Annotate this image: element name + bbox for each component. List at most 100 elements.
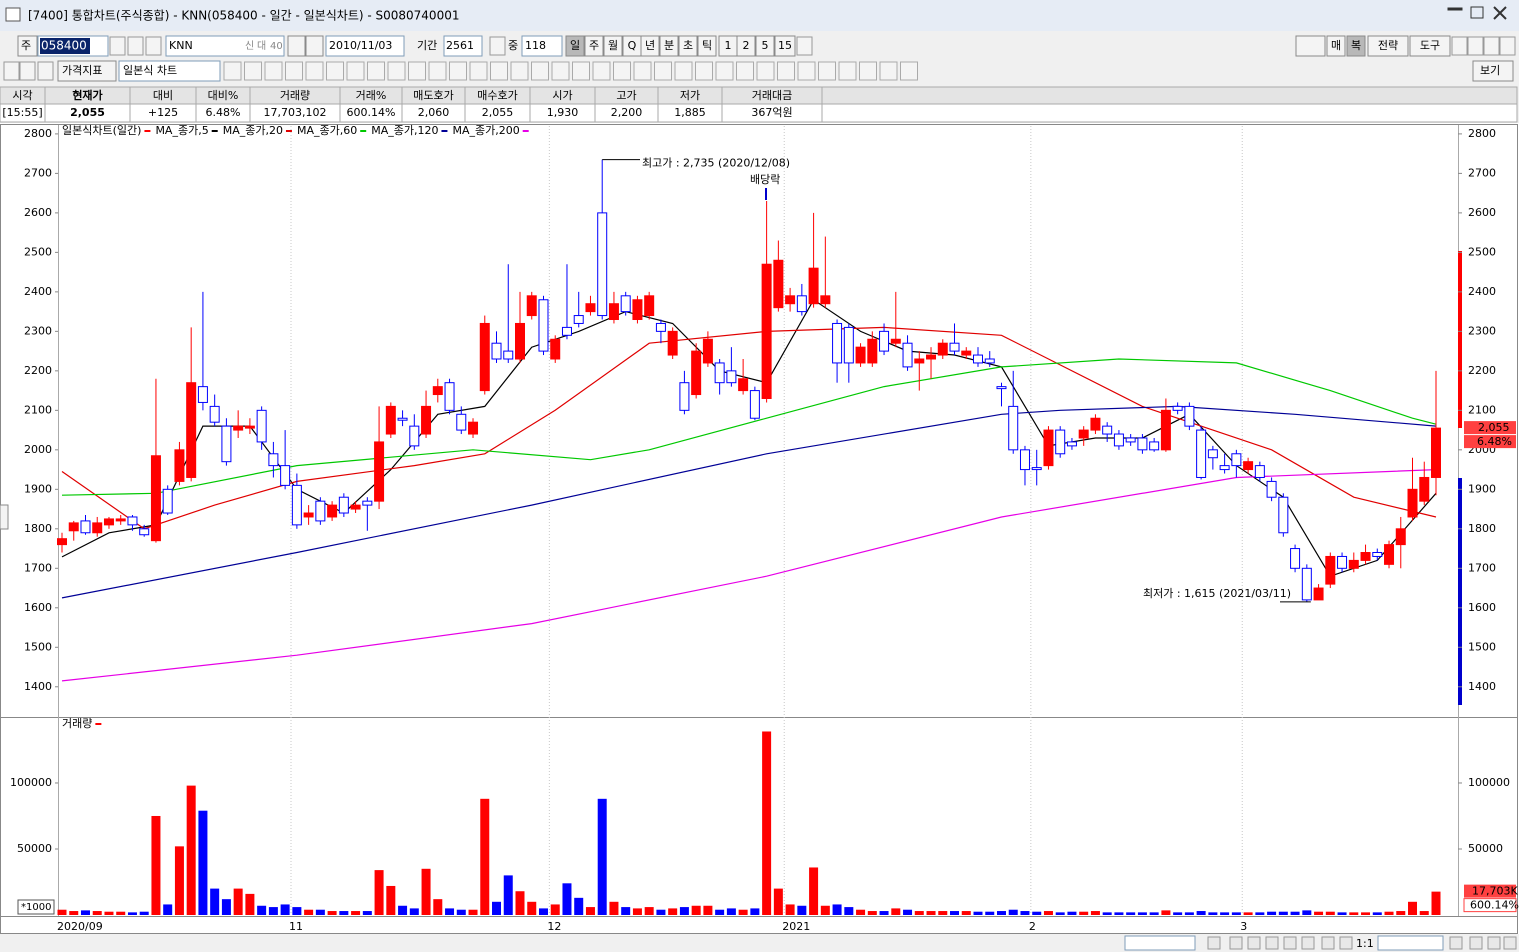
icon-button[interactable]: [695, 61, 713, 81]
icon-button[interactable]: [1483, 36, 1500, 56]
icon-button[interactable]: [346, 61, 365, 81]
quote-value: 2,055: [70, 106, 105, 119]
scroll-icon[interactable]: [1339, 936, 1353, 950]
icon-button[interactable]: [1451, 36, 1468, 56]
period-button[interactable]: [736, 35, 756, 57]
period-button[interactable]: [584, 35, 604, 57]
volume-bar: [374, 870, 384, 915]
icon-button[interactable]: [674, 61, 693, 81]
scroll-icon[interactable]: [1503, 936, 1517, 950]
icon-button[interactable]: [264, 61, 283, 81]
icon-button[interactable]: [654, 61, 672, 81]
candle-body: [432, 386, 443, 396]
icon-button[interactable]: [305, 61, 324, 81]
icon-button[interactable]: [490, 61, 508, 81]
icon-button[interactable]: [387, 61, 406, 81]
period-label: 기간: [417, 39, 437, 52]
tool-button[interactable]: [1346, 35, 1366, 57]
scroll-icon[interactable]: [1207, 936, 1221, 950]
icon-button[interactable]: [879, 61, 898, 81]
icon-button[interactable]: [37, 61, 54, 81]
icon-button[interactable]: [900, 61, 918, 81]
icon-button[interactable]: [145, 36, 162, 56]
icon-button[interactable]: [449, 61, 467, 81]
icon-button[interactable]: [859, 61, 877, 81]
market-button[interactable]: [17, 35, 38, 57]
period-button[interactable]: [697, 35, 717, 57]
icon-button[interactable]: [408, 61, 426, 81]
icon-button[interactable]: [756, 61, 775, 81]
icon-button[interactable]: [633, 61, 652, 81]
scroll-icon[interactable]: [1469, 936, 1483, 950]
icon-button[interactable]: [3, 61, 20, 81]
icon-button[interactable]: [326, 61, 344, 81]
unit-label: *1000: [21, 902, 51, 913]
icon-button[interactable]: [127, 36, 144, 56]
next-button[interactable]: [287, 35, 306, 57]
icon-button[interactable]: [223, 61, 242, 81]
volume-bar: [820, 905, 830, 915]
icon-button[interactable]: [715, 61, 734, 81]
side-toggle[interactable]: [0, 504, 9, 530]
date-input[interactable]: [325, 35, 405, 57]
volume-bar: [738, 909, 748, 915]
period-label: 일: [570, 38, 580, 52]
window-controls[interactable]: [1447, 6, 1507, 20]
zoom-slider[interactable]: [1377, 935, 1444, 951]
icon-button[interactable]: [469, 61, 488, 81]
scroll-icon[interactable]: [1321, 936, 1335, 950]
icon-button[interactable]: [19, 61, 36, 81]
icon-button[interactable]: [592, 61, 611, 81]
icon-button[interactable]: [613, 61, 631, 81]
icon-button[interactable]: [510, 61, 529, 81]
tool-button[interactable]: [1367, 35, 1409, 57]
period-button[interactable]: [678, 35, 698, 57]
icon-button[interactable]: [736, 61, 754, 81]
scroll-icon[interactable]: [1301, 936, 1315, 950]
icon-button[interactable]: [796, 36, 813, 56]
volume-bar: [715, 909, 725, 915]
scroll-icon[interactable]: [1265, 936, 1279, 950]
icon-button[interactable]: [531, 61, 549, 81]
tool-button[interactable]: [1409, 35, 1451, 57]
icon-button[interactable]: [838, 61, 857, 81]
name-input[interactable]: [165, 35, 285, 57]
icon-button[interactable]: [244, 61, 262, 81]
scroll-icon[interactable]: [1487, 936, 1501, 950]
icon-button[interactable]: [367, 61, 385, 81]
period-button[interactable]: [659, 35, 679, 57]
icon-button[interactable]: [797, 61, 816, 81]
scroll-icon[interactable]: [1229, 936, 1243, 950]
icon-button[interactable]: [572, 61, 590, 81]
icon-button[interactable]: [818, 61, 836, 81]
prev-button[interactable]: [305, 35, 324, 57]
view-button[interactable]: [1472, 60, 1514, 82]
icon-button[interactable]: [1467, 36, 1484, 56]
period-button[interactable]: [755, 35, 775, 57]
icon-button[interactable]: [1499, 36, 1516, 56]
icon-button[interactable]: [777, 61, 795, 81]
period-button[interactable]: [565, 35, 585, 57]
scroll-icon[interactable]: [1247, 936, 1261, 950]
volume-bar: [950, 911, 960, 915]
icon-button[interactable]: [489, 36, 506, 56]
scroll-track[interactable]: [1124, 935, 1196, 951]
period-label: 2: [743, 39, 750, 52]
count-input[interactable]: [521, 35, 563, 57]
volume-bar: [1102, 912, 1112, 915]
chart-kind-select[interactable]: [118, 60, 221, 82]
icon-button[interactable]: [285, 61, 303, 81]
scroll-icon[interactable]: [1449, 936, 1463, 950]
icon-button[interactable]: [551, 61, 570, 81]
tool-button[interactable]: [1326, 35, 1346, 57]
period-button[interactable]: [640, 35, 660, 57]
icon-button[interactable]: [428, 61, 447, 81]
scroll-icon[interactable]: [1283, 936, 1297, 950]
volume-bar: [1079, 911, 1089, 915]
indicator-button[interactable]: [57, 60, 117, 82]
period-button[interactable]: [603, 35, 623, 57]
cloud-button[interactable]: [1295, 35, 1326, 57]
icon-button[interactable]: [109, 36, 126, 56]
period-input[interactable]: [443, 35, 483, 57]
period-button[interactable]: [774, 35, 796, 57]
